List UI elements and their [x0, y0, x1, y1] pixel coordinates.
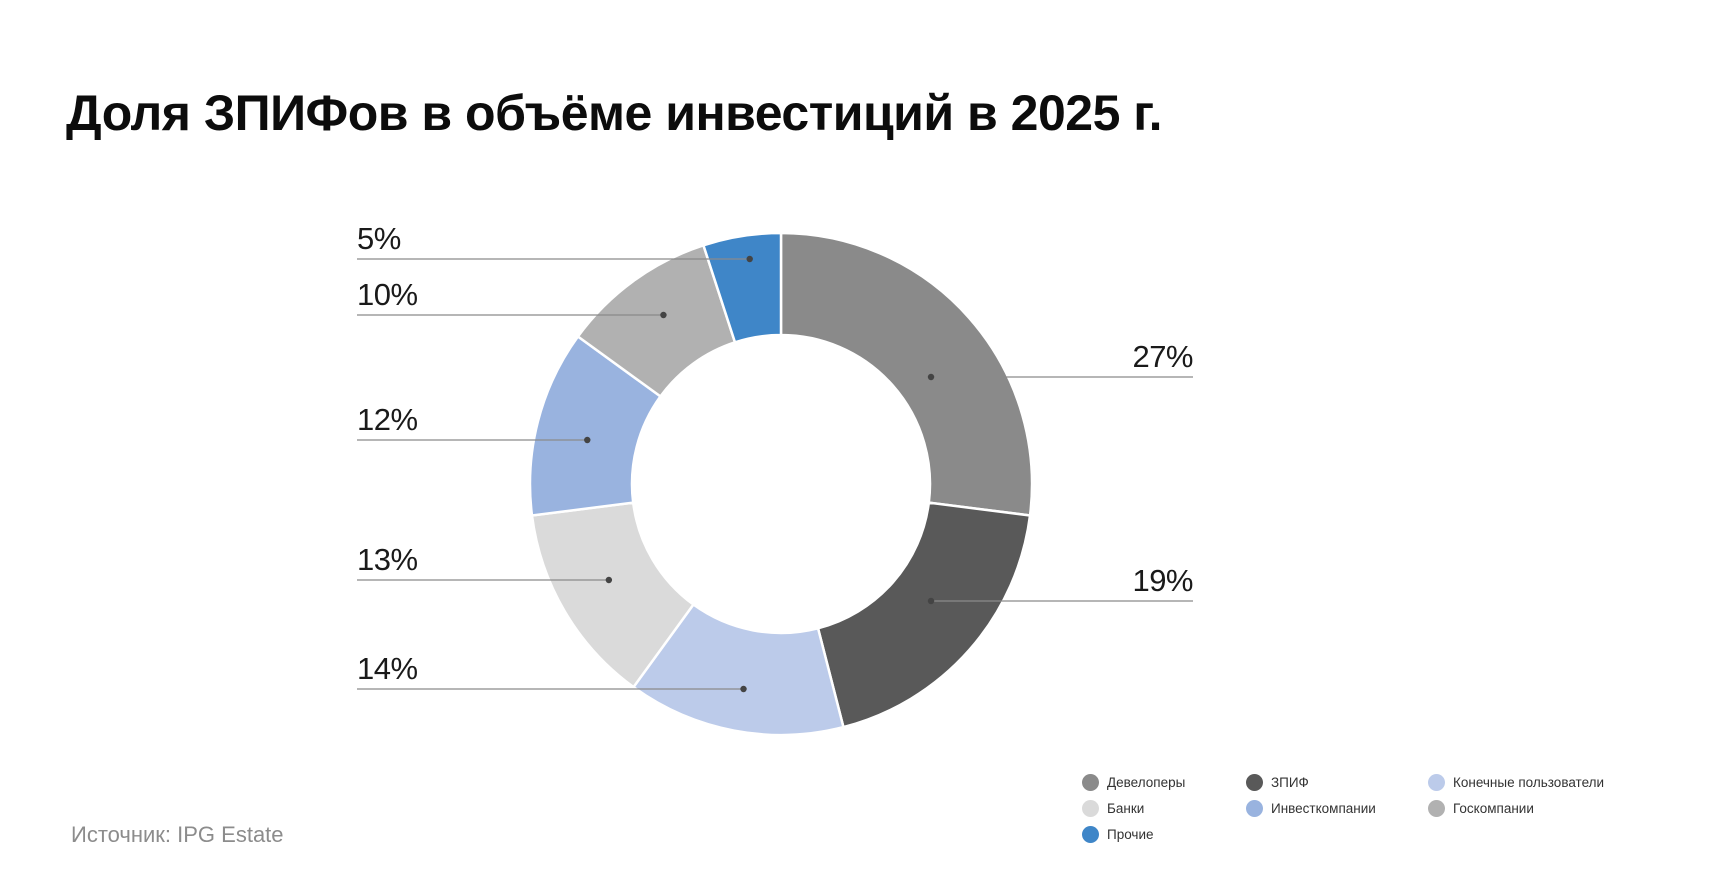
legend-item: ЗПИФ: [1246, 774, 1309, 791]
leader-dot-1: [927, 373, 935, 381]
data-label-7: 5%: [357, 221, 401, 256]
leader-dot-5: [584, 436, 591, 444]
legend-swatch: [1428, 774, 1445, 791]
chart-title: Доля ЗПИФов в объёме инвестиций в 2025 г…: [66, 85, 1163, 141]
legend-item: Госкомпании: [1428, 800, 1534, 817]
leader-dot-6: [660, 311, 667, 319]
leader-dot-2: [927, 597, 935, 605]
percent-labels: 27% 19% 14% 13% 12% 10% 5%: [357, 221, 1194, 686]
legend-swatch: [1246, 774, 1263, 791]
legend-item: Инвесткомпании: [1246, 800, 1376, 817]
legend-swatch: [1246, 800, 1263, 817]
legend-item: Девелоперы: [1082, 774, 1185, 791]
donut-slice-7: [701, 231, 783, 344]
legend-label: ЗПИФ: [1271, 775, 1309, 790]
legend-label: Банки: [1107, 801, 1145, 816]
legend-item: Банки: [1082, 800, 1144, 817]
legend-label: Прочие: [1107, 827, 1154, 842]
donut-slice-2: [816, 501, 1032, 729]
data-label-4: 13%: [357, 542, 418, 577]
donut-slices: [528, 231, 1034, 737]
data-label-3: 14%: [357, 651, 418, 686]
leader-lines: [357, 255, 1193, 693]
legend-swatch: [1082, 774, 1099, 791]
legend-label: Госкомпании: [1453, 801, 1534, 816]
legend-swatch: [1428, 800, 1445, 817]
legend-label: Инвесткомпании: [1271, 801, 1376, 816]
legend-swatch: [1082, 826, 1099, 843]
legend-label: Конечные пользователи: [1453, 775, 1605, 790]
leader-dot-3: [740, 685, 747, 693]
source-note: Источник: IPG Estate: [71, 822, 284, 847]
donut-slice-1: [779, 231, 1034, 517]
data-label-2: 19%: [1132, 563, 1193, 598]
legend-item: Прочие: [1082, 826, 1154, 843]
legend-label: Девелоперы: [1107, 775, 1186, 790]
data-label-5: 12%: [357, 402, 418, 437]
leader-dot-7: [746, 255, 753, 263]
legend-item: Конечные пользователи: [1428, 774, 1604, 791]
data-label-1: 27%: [1132, 339, 1193, 374]
leader-dot-4: [605, 576, 613, 584]
data-label-6: 10%: [357, 277, 418, 312]
legend-swatch: [1082, 800, 1099, 817]
